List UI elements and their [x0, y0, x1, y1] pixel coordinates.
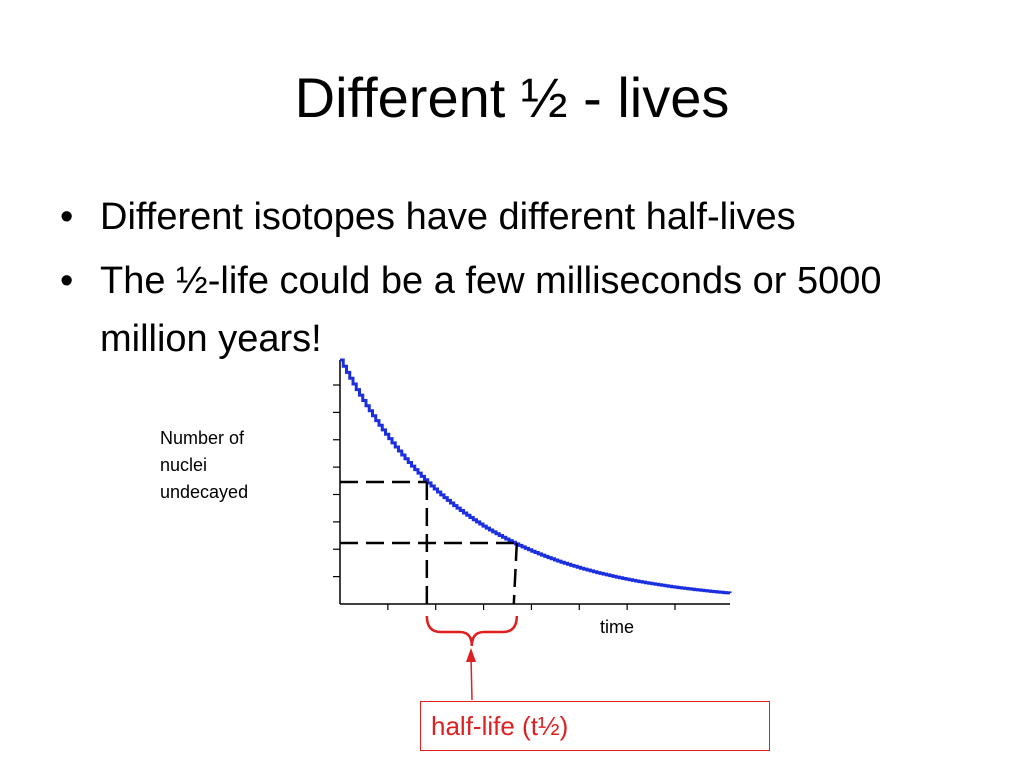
bullet-list: • Different isotopes have different half… — [58, 188, 978, 374]
slide-title: Different ½ - lives — [294, 66, 730, 129]
half-life-brace — [425, 615, 519, 647]
bullet-dot: • — [60, 260, 74, 302]
half-life-arrow-line — [470, 655, 473, 701]
bullet-text: Different isotopes have different half-l… — [100, 196, 796, 238]
decay-curve — [340, 358, 732, 595]
half-life-annotation-box: half-life (t½) — [420, 701, 770, 751]
half-life-arrow-head — [466, 648, 476, 662]
bullet-item: • The ½-life could be a few milliseconds… — [58, 252, 978, 368]
chart-y-axis-label: Number of nuclei undecayed — [160, 428, 249, 502]
half-life-annotation-text: half-life (t½) — [431, 711, 569, 741]
bullet-item: • Different isotopes have different half… — [58, 188, 978, 246]
bullet-dot: • — [60, 196, 74, 238]
half-life-dash-vertical — [512, 542, 519, 605]
bullet-text: The ½-life could be a few milliseconds o… — [100, 260, 882, 360]
chart-x-axis-label: time — [600, 617, 635, 637]
